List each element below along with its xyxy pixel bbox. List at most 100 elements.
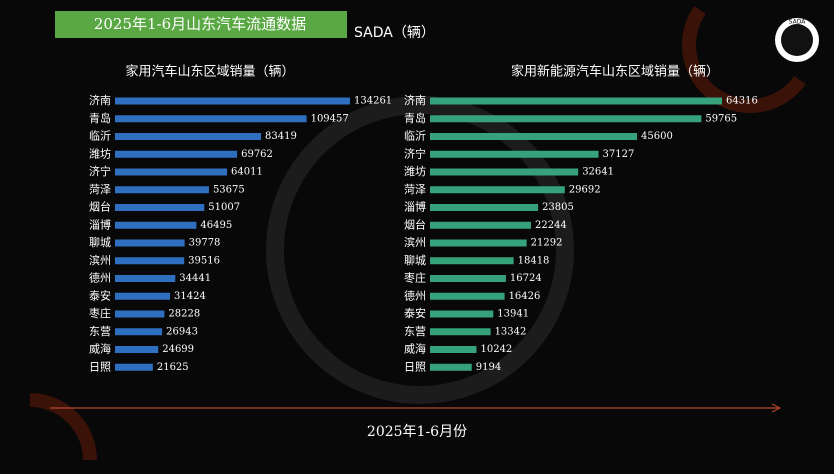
value-label: 34441: [179, 273, 211, 284]
value-label: 53675: [213, 184, 245, 195]
value-label: 109457: [311, 113, 349, 124]
value-label: 23805: [542, 202, 574, 213]
category-label: 滨州: [89, 253, 111, 267]
value-label: 13342: [495, 326, 527, 337]
category-label: 菏泽: [404, 183, 426, 196]
bar: [115, 328, 163, 336]
watermark: [266, 96, 574, 404]
category-label: 东营: [404, 324, 426, 338]
category-label: 聊城: [404, 253, 426, 267]
bar: [115, 292, 171, 300]
value-label: 46495: [200, 220, 232, 231]
category-label: 日照: [404, 360, 426, 373]
bar: [430, 239, 527, 247]
value-label: 64316: [726, 96, 758, 107]
bar: [430, 97, 722, 105]
chart-title: 家用新能源汽车山东区域销量（辆）: [511, 64, 719, 80]
bar: [115, 133, 262, 140]
bar: [430, 292, 505, 300]
category-label: 济宁: [404, 146, 426, 160]
category-label: 德州: [404, 288, 426, 302]
category-label: 威海: [89, 342, 111, 356]
value-label: 51007: [208, 202, 240, 213]
category-label: 潍坊: [404, 164, 426, 178]
bar: [115, 186, 209, 194]
decoration: [681, 5, 806, 114]
category-label: 淄博: [404, 201, 426, 214]
bar: [430, 257, 514, 265]
bar: [430, 275, 506, 282]
bar: [115, 150, 238, 158]
decoration: [29, 393, 97, 461]
bar: [430, 328, 491, 336]
category-label: 烟台: [89, 200, 111, 214]
category-label: 青岛: [89, 111, 111, 125]
bar: [430, 168, 579, 176]
title-box: [55, 11, 347, 38]
bar: [430, 363, 472, 371]
category-label: 临沂: [404, 129, 426, 143]
value-label: 31424: [174, 291, 206, 302]
category-label: 济南: [89, 93, 111, 107]
category-label: 潍坊: [89, 146, 111, 160]
category-label: 青岛: [404, 111, 426, 125]
category-label: 东营: [89, 324, 111, 338]
bar: [430, 346, 477, 353]
bar: [430, 186, 565, 194]
bar: [115, 221, 197, 229]
value-label: 21292: [531, 238, 563, 249]
category-label: 威海: [404, 342, 426, 356]
page-title: 2025年1-6月山东汽车流通数据: [94, 15, 306, 33]
category-label: 临沂: [89, 129, 111, 143]
bar: [115, 239, 185, 247]
value-label: 83419: [265, 131, 297, 142]
value-label: 59765: [705, 113, 737, 124]
category-label: 济宁: [89, 164, 111, 178]
value-label: 134261: [354, 96, 392, 107]
value-label: 18418: [518, 255, 550, 266]
value-label: 9194: [476, 362, 501, 373]
unit: SADA（辆）: [354, 25, 435, 41]
category-label: 泰安: [404, 306, 426, 320]
bar: [115, 257, 185, 265]
category-label: 烟台: [404, 217, 426, 231]
category-label: 德州: [89, 271, 111, 285]
bar: [115, 168, 228, 176]
bar: [430, 150, 599, 158]
category-label: 泰安: [89, 288, 111, 302]
value-label: 64011: [231, 167, 263, 178]
value-label: 10242: [480, 344, 512, 355]
category-label: 滨州: [404, 235, 426, 249]
category-label: 淄博: [89, 218, 111, 231]
category-label: 日照: [89, 360, 111, 373]
bar: [115, 363, 153, 371]
chart-title: 家用汽车山东区域销量（辆）: [125, 64, 294, 80]
logo-text: SADA: [789, 19, 807, 26]
bar: [430, 133, 638, 140]
category-label: 枣庄: [89, 306, 111, 320]
bar: [430, 115, 702, 123]
value-label: 29692: [569, 184, 601, 195]
value-label: 45600: [641, 131, 673, 142]
bar: [115, 115, 307, 123]
bar: [115, 204, 205, 211]
value-label: 22244: [535, 220, 567, 231]
value-label: 39516: [188, 255, 220, 266]
bar: [430, 310, 494, 318]
value-label: 28228: [168, 309, 200, 320]
bar: [430, 204, 539, 211]
value-label: 39778: [189, 238, 221, 249]
value-label: 16724: [510, 273, 542, 284]
category-label: 枣庄: [404, 271, 426, 285]
category-label: 济南: [404, 93, 426, 107]
x-axis-arrow: [771, 403, 782, 413]
logo-inner: [781, 24, 813, 56]
category-label: 聊城: [89, 235, 111, 249]
value-label: 69762: [241, 149, 273, 160]
bar: [115, 97, 350, 105]
bar: [115, 346, 159, 353]
bar: [430, 221, 531, 229]
value-label: 24699: [162, 344, 194, 355]
bar: [115, 310, 165, 318]
